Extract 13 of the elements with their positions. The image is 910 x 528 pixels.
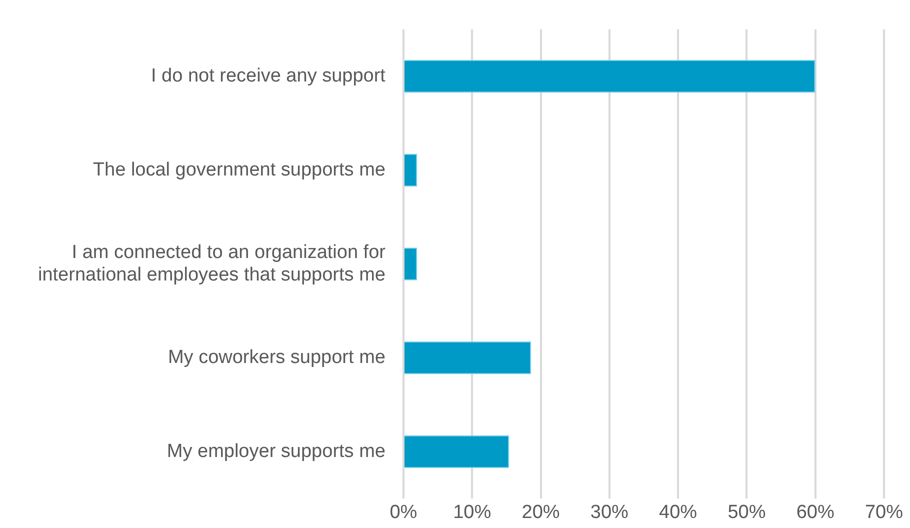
x-tick-label: 20%	[522, 502, 560, 524]
y-tick-label: The local government supports me	[92, 159, 386, 180]
x-tick-label: 50%	[728, 502, 766, 524]
y-tick-label: I am connected to an organization for international employees that supports me	[38, 242, 386, 286]
y-tick-label: My coworkers support me	[168, 347, 386, 368]
x-tick-label: 60%	[796, 502, 834, 524]
y-tick-label: My employer supports me	[166, 440, 386, 462]
x-tick-label: 70%	[864, 502, 904, 524]
x-tick-label: 0%	[390, 502, 418, 524]
x-tick-label: 30%	[590, 502, 629, 524]
x-tick-label: 40%	[659, 502, 698, 524]
y-tick-label: I do not receive any support	[150, 66, 386, 87]
x-tick-label: 10%	[453, 502, 492, 524]
